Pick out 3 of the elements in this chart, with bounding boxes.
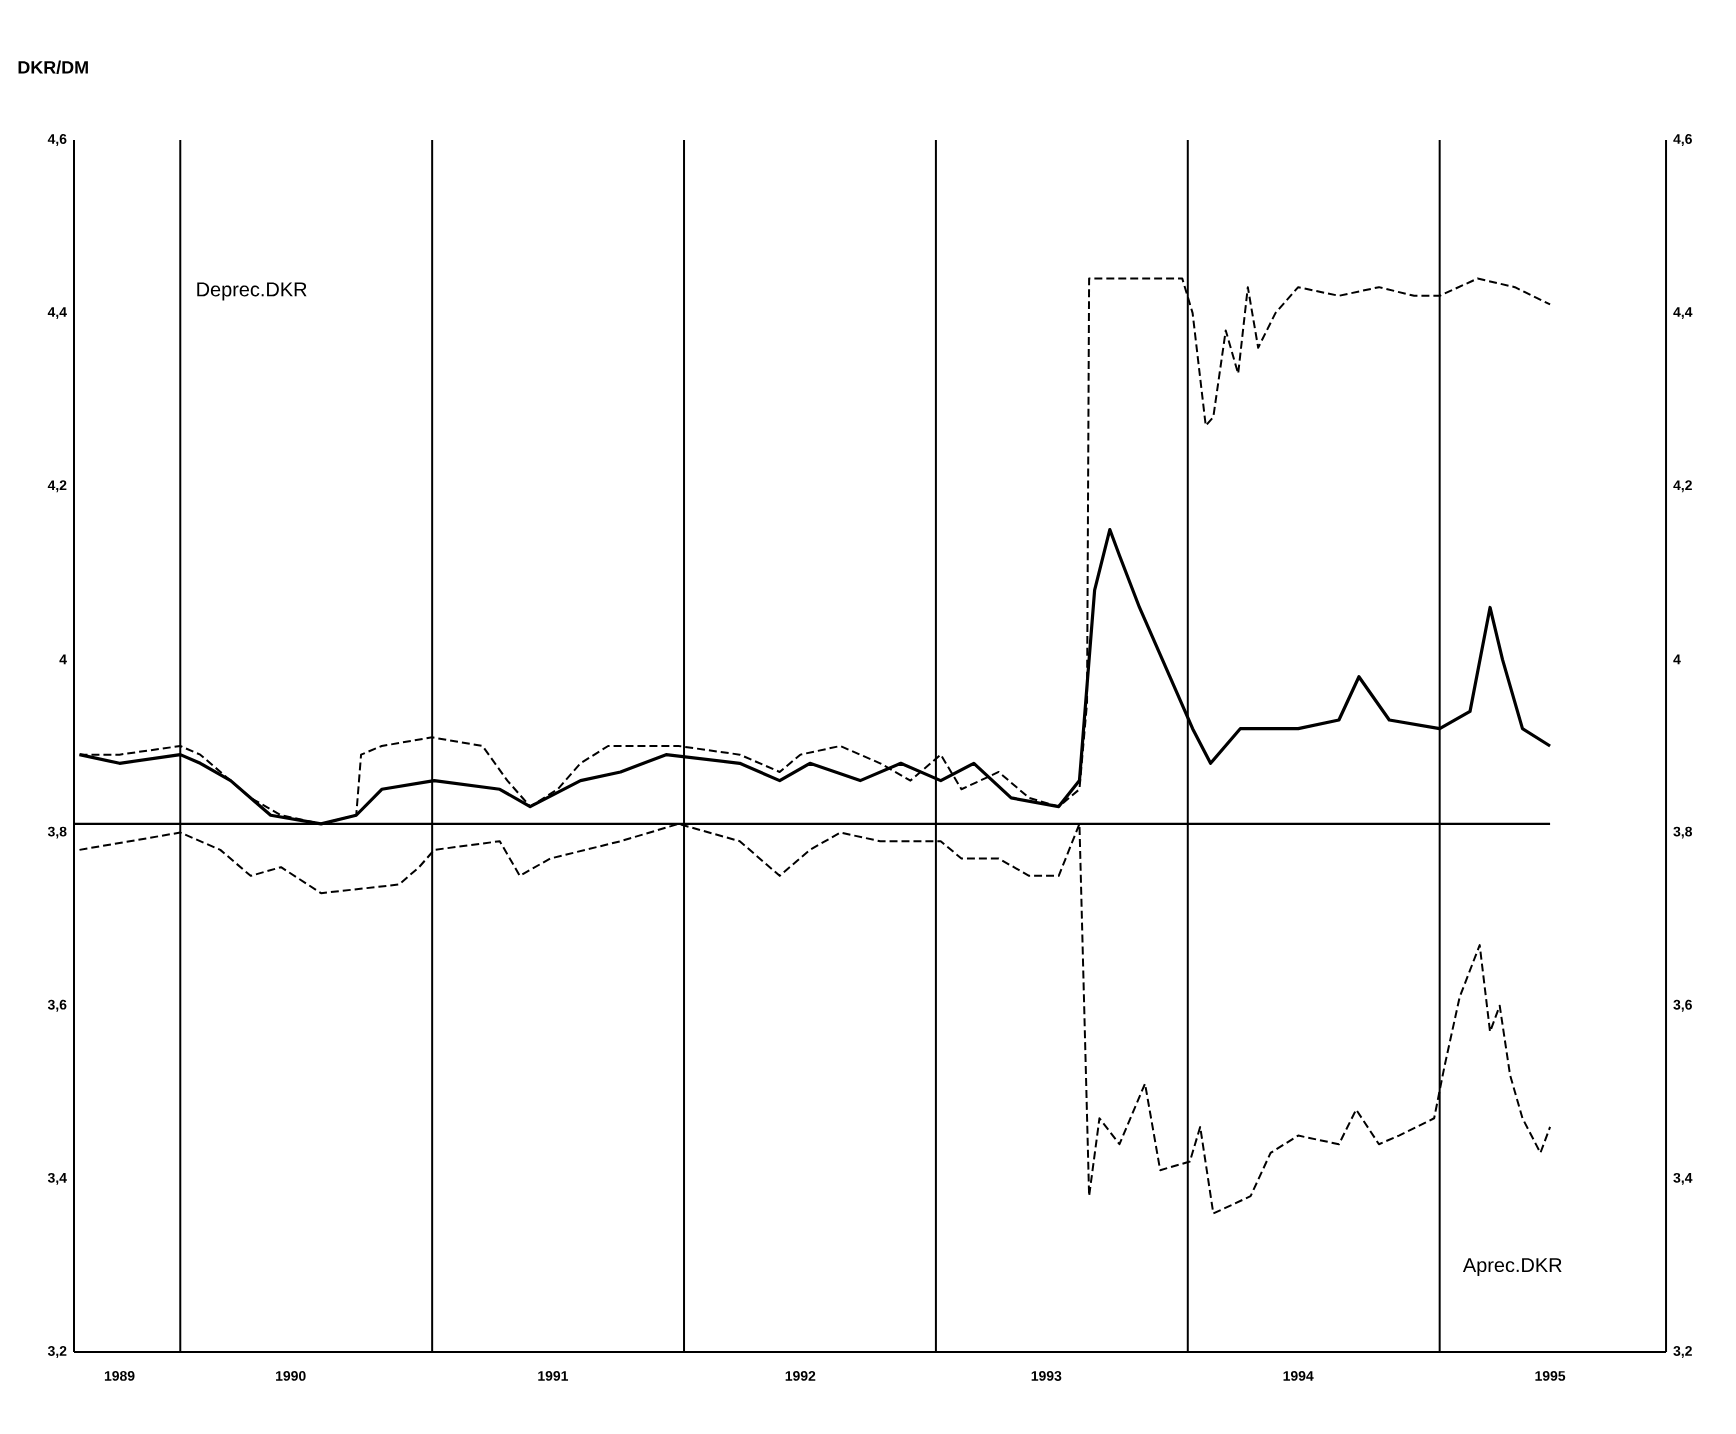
y-axis-title: DKR/DM (18, 60, 88, 74)
annotation: Aprec.DKR (1462, 1258, 1562, 1277)
annotation: Deprec.DKR (197, 282, 307, 301)
